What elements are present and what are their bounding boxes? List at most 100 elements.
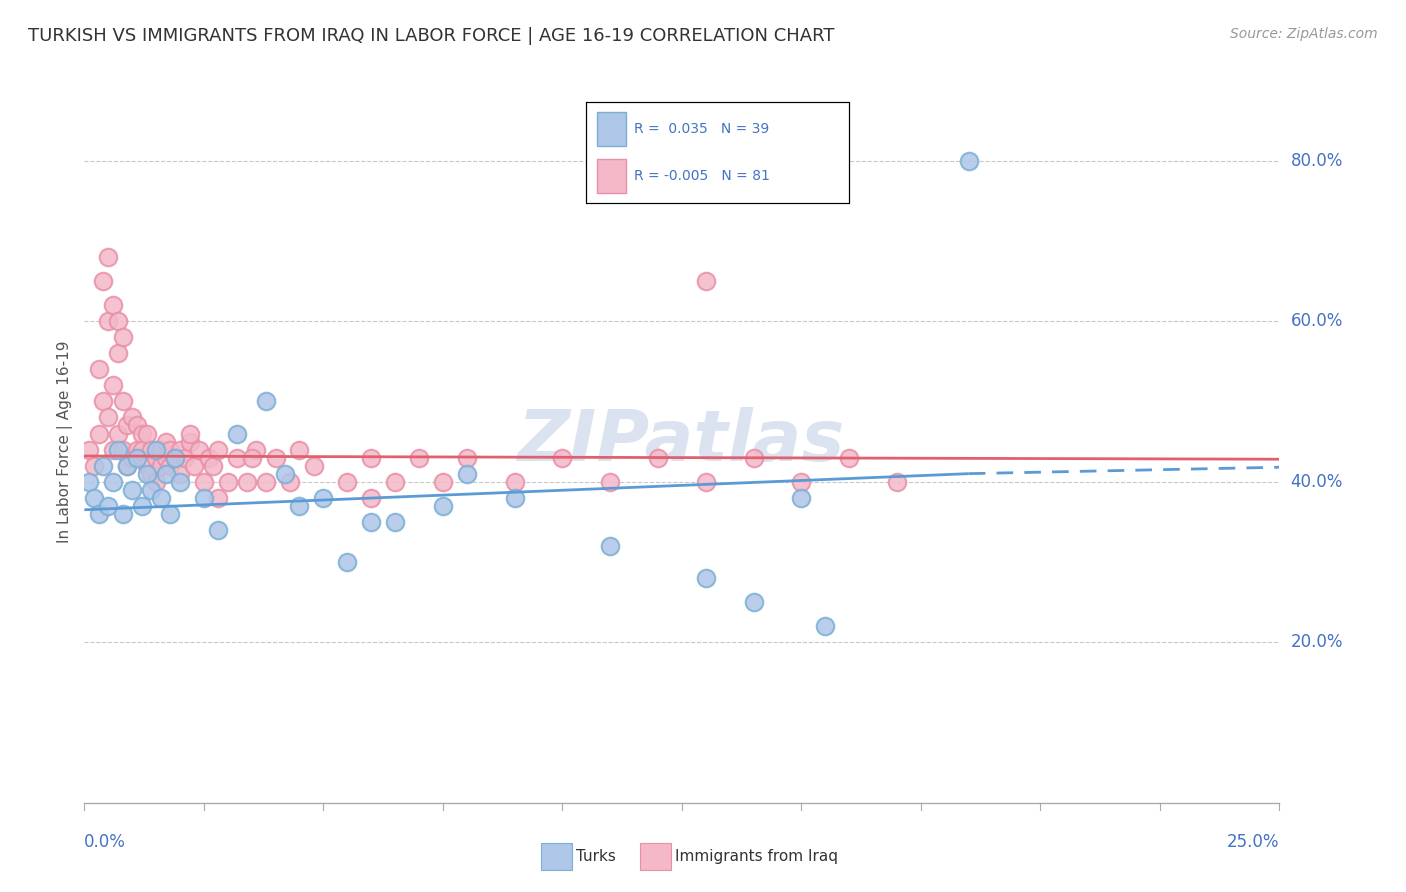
Text: 20.0%: 20.0% [1291, 633, 1343, 651]
Point [695, 571, 717, 585]
Point [111, 394, 134, 409]
Point [207, 491, 229, 505]
Point [131, 499, 153, 513]
Point [121, 410, 143, 425]
Point [135, 426, 157, 441]
Point [125, 442, 148, 457]
Point [695, 274, 717, 288]
Point [236, 475, 259, 489]
Point [183, 458, 205, 473]
Point [240, 450, 263, 465]
Point [117, 458, 139, 473]
Point [790, 491, 813, 505]
Point [360, 450, 382, 465]
Point [647, 450, 669, 465]
Point [101, 442, 124, 457]
Point [131, 426, 153, 441]
Point [107, 346, 129, 360]
Point [77, 475, 100, 489]
Point [159, 458, 181, 473]
Point [264, 450, 287, 465]
Point [193, 475, 215, 489]
Point [202, 458, 225, 473]
Point [101, 378, 124, 392]
Point [107, 314, 129, 328]
Point [254, 475, 277, 489]
Point [288, 442, 311, 457]
Point [141, 483, 163, 497]
Point [193, 491, 215, 505]
Point [121, 483, 143, 497]
Point [155, 467, 177, 481]
Point [245, 442, 267, 457]
Point [814, 619, 837, 633]
Text: Immigrants from Iraq: Immigrants from Iraq [675, 849, 838, 863]
Point [169, 475, 191, 489]
Point [141, 467, 163, 481]
Point [742, 450, 765, 465]
Point [408, 450, 430, 465]
Point [384, 515, 406, 529]
Point [149, 491, 172, 505]
Point [312, 491, 335, 505]
Text: 60.0%: 60.0% [1291, 312, 1343, 330]
Point [159, 507, 181, 521]
Point [117, 418, 139, 433]
Point [121, 450, 143, 465]
Point [302, 458, 325, 473]
Point [101, 298, 124, 312]
Point [97, 499, 120, 513]
Point [159, 442, 181, 457]
Point [149, 458, 172, 473]
Point [957, 153, 980, 168]
Point [101, 475, 124, 489]
Point [226, 450, 249, 465]
Text: Source: ZipAtlas.com: Source: ZipAtlas.com [1230, 27, 1378, 41]
Text: 40.0%: 40.0% [1291, 473, 1343, 491]
Point [207, 523, 229, 537]
Point [149, 442, 172, 457]
Point [135, 467, 157, 481]
Point [125, 418, 148, 433]
Point [336, 555, 359, 569]
Text: 25.0%: 25.0% [1227, 833, 1279, 851]
Point [207, 442, 229, 457]
Point [107, 442, 129, 457]
Point [131, 442, 153, 457]
Point [77, 442, 100, 457]
Point [456, 450, 478, 465]
Point [432, 475, 454, 489]
Point [155, 434, 177, 449]
Point [503, 491, 526, 505]
Point [599, 539, 621, 553]
Point [83, 491, 105, 505]
Point [93, 394, 115, 409]
Point [551, 450, 574, 465]
Point [145, 475, 167, 489]
Text: ZIPatlas: ZIPatlas [519, 407, 845, 476]
Point [97, 250, 120, 264]
Point [97, 314, 120, 328]
Point [145, 450, 167, 465]
Point [217, 475, 239, 489]
Point [274, 467, 297, 481]
Point [169, 442, 191, 457]
Point [97, 410, 120, 425]
Text: 0.0%: 0.0% [84, 833, 127, 851]
Point [173, 450, 195, 465]
Point [179, 426, 201, 441]
Point [111, 507, 134, 521]
Point [125, 450, 148, 465]
Point [599, 475, 621, 489]
Point [93, 274, 115, 288]
Point [188, 442, 211, 457]
Point [107, 426, 129, 441]
Point [695, 475, 717, 489]
Point [83, 458, 105, 473]
Point [155, 450, 177, 465]
Point [145, 442, 167, 457]
Point [179, 434, 201, 449]
Point [360, 491, 382, 505]
Point [141, 442, 163, 457]
Point [288, 499, 311, 513]
